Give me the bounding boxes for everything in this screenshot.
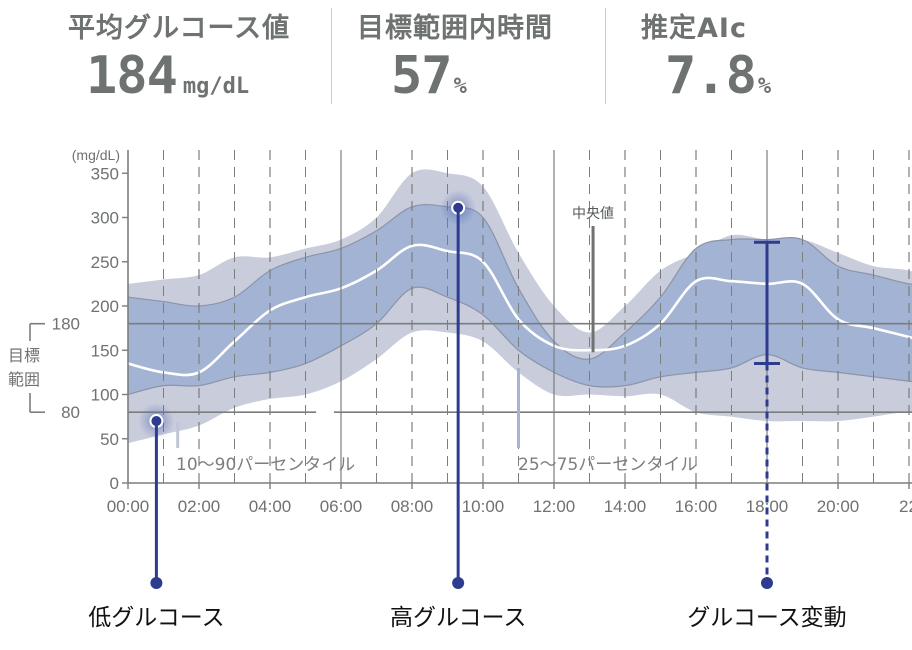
axes-layer: (mg/dL) 0 50 100 150 200 250 300 350 00:00 02:00 04… bbox=[8, 147, 912, 516]
metric-unit: mg/dL bbox=[182, 74, 250, 99]
metric-unit: % bbox=[453, 74, 467, 99]
x-tick-label: 04:00 bbox=[249, 497, 292, 516]
target-high-label: 180 bbox=[52, 315, 80, 334]
metric-label: 目標範囲内時間 bbox=[357, 13, 553, 44]
y-tick-label: 100 bbox=[91, 386, 119, 405]
metrics-header: 平均グルコース値 184 mg/dL 目標範囲内時間 57% 推定AIc 7.8% bbox=[0, 0, 912, 120]
target-range-label: 範囲 bbox=[8, 370, 40, 389]
low-glucose-anchor-dot bbox=[150, 577, 163, 589]
metric-value: 57% bbox=[391, 46, 467, 106]
x-tick-label: 00:00 bbox=[107, 497, 150, 516]
x-tick-label: 06:00 bbox=[320, 497, 363, 516]
x-tick-label: 14:00 bbox=[604, 497, 647, 516]
x-tick-label: 12:00 bbox=[533, 497, 576, 516]
metric-number: 184 bbox=[86, 46, 178, 106]
high-glucose-label: 高グルコース bbox=[390, 605, 526, 631]
variability-label: グルコース変動 bbox=[687, 605, 846, 631]
metric-label: 平均グルコース値 bbox=[68, 13, 291, 44]
metric-label: 推定AIc bbox=[641, 13, 747, 44]
grid-layer bbox=[128, 150, 912, 483]
legend-p25-75-label: 25〜75パーセンタイル bbox=[518, 455, 697, 475]
y-tick-label: 250 bbox=[91, 253, 119, 272]
y-tick-label: 50 bbox=[100, 430, 119, 449]
metric-divider bbox=[605, 8, 606, 104]
median-label: 中央値 bbox=[572, 206, 614, 222]
y-tick-label: 300 bbox=[91, 209, 119, 228]
metric-unit: % bbox=[757, 74, 772, 99]
band-25-75-percentile bbox=[128, 204, 912, 395]
high-glucose-anchor-dot bbox=[452, 577, 465, 589]
y-tick-label: 350 bbox=[91, 164, 119, 183]
x-tick-label: 18:00 bbox=[746, 497, 789, 516]
metric-number: 57 bbox=[391, 46, 453, 106]
metric-value: 184 mg/dL bbox=[86, 46, 249, 106]
variability-anchor-dot bbox=[761, 577, 773, 589]
x-tick-label: 10:00 bbox=[462, 497, 505, 516]
metric-number: 7.8 bbox=[665, 46, 757, 106]
y-axis-unit: (mg/dL) bbox=[72, 147, 120, 163]
x-tick-label: 08:00 bbox=[391, 497, 434, 516]
x-tick-label: 20:00 bbox=[817, 497, 860, 516]
x-tick-label: 02:00 bbox=[178, 497, 221, 516]
target-low-label: 80 bbox=[61, 403, 80, 422]
low-glucose-label: 低グルコース bbox=[88, 605, 224, 631]
x-tick-label: 22 bbox=[899, 497, 912, 516]
metric-divider bbox=[331, 8, 332, 104]
metric-value: 7.8% bbox=[665, 46, 771, 106]
y-tick-label: 150 bbox=[91, 341, 119, 360]
legend-p10-90-label: 10〜90パーセンタイル bbox=[176, 455, 355, 475]
target-range-label: 目標 bbox=[8, 346, 40, 365]
y-tick-label: 200 bbox=[91, 297, 119, 316]
x-tick-label: 16:00 bbox=[675, 497, 718, 516]
y-tick-label: 0 bbox=[110, 474, 119, 493]
